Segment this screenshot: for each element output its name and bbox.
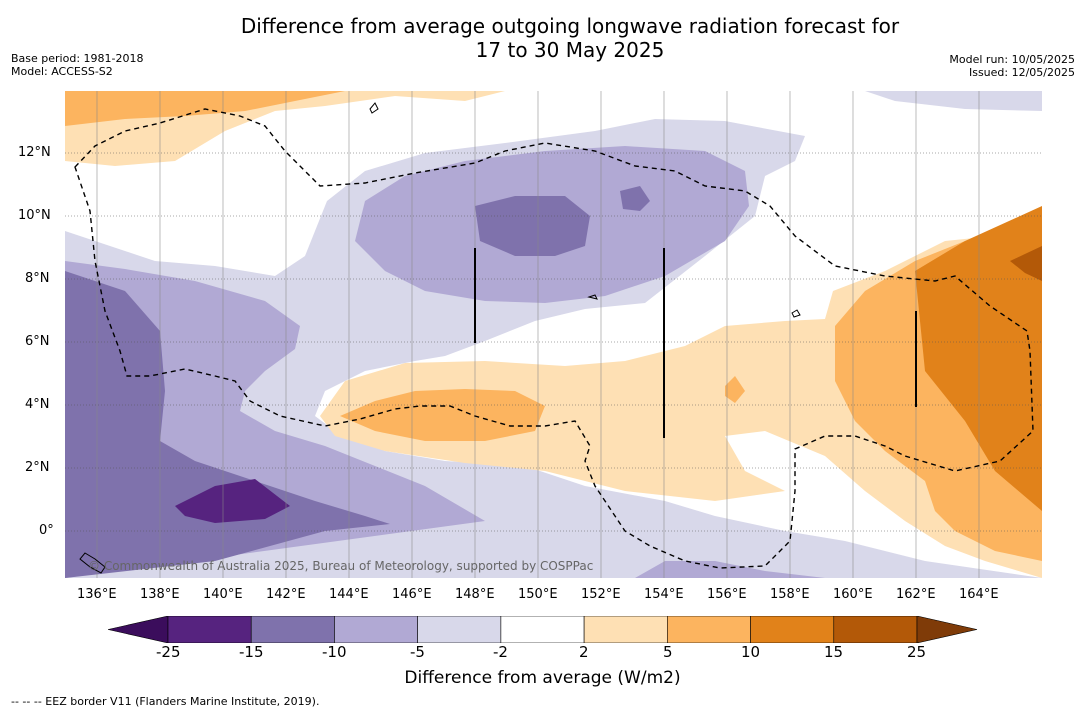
colorbar-tick: -25 [156,643,181,661]
lat-label: 12°N [18,145,51,160]
lat-label: 10°N [18,208,51,223]
contour-pos-5-small [725,376,745,403]
olr-map [65,91,1042,578]
map-title: Difference from average outgoing longwav… [0,14,1085,62]
lon-label: 148°E [455,587,495,602]
lat-label: 6°N [25,334,50,349]
lat-label: 2°N [25,460,50,475]
contour-neg-5-top [865,91,1042,111]
lon-label: 160°E [833,587,873,602]
colorbar-segment [250,616,335,643]
lon-label: 146°E [392,587,432,602]
model-run: Model run: 10/05/2025 [949,53,1075,66]
colorbar-segment [833,616,918,643]
colorbar-segment [583,616,668,643]
contour-pos-15 [1010,246,1042,281]
eez-legend-note: -- -- -- EEZ border V11 (Flanders Marine… [11,695,320,708]
colorbar-tick: -5 [410,643,425,661]
contour-pos-10 [915,206,1042,511]
colorbar-segments [167,616,918,643]
meta-left: Base period: 1981-2018 Model: ACCESS-S2 [11,52,143,78]
colorbar-segment [667,616,751,643]
lon-label: 138°E [140,587,180,602]
colorbar-segment [750,616,835,643]
lon-label: 152°E [581,587,621,602]
colorbar-tick: -10 [322,643,347,661]
colorbar-title: Difference from average (W/m2) [404,668,681,688]
contour-neg-15-center [475,196,590,256]
colorbar-tick: -15 [239,643,264,661]
title-line-1: Difference from average outgoing longwav… [240,14,900,38]
lon-label: 150°E [518,587,558,602]
contour-neg-15-bottom [635,561,825,578]
colorbar [108,616,978,643]
contour-neg-15 [65,271,390,578]
copyright-note: © Commonwealth of Australia 2025, Bureau… [88,559,594,573]
islands [79,102,801,574]
colorbar-tick: 10 [741,643,761,661]
title-line-2: 17 to 30 May 2025 [475,38,665,62]
colorbar-segment [334,616,418,643]
gridlines [65,152,1042,532]
lat-label: 0° [39,523,54,538]
colorbar-segment [500,616,585,643]
lon-label: 140°E [203,587,243,602]
lat-label: 8°N [25,271,50,286]
colorbar-tick: -2 [493,643,508,661]
colorbar-tick: 25 [907,643,927,661]
meta-right: Model run: 10/05/2025 Issued: 12/05/2025 [949,53,1075,79]
model-name: Model: ACCESS-S2 [11,65,113,78]
lat-label: 4°N [25,397,50,412]
colorbar-tick: 15 [824,643,844,661]
colorbar-segment [417,616,502,643]
contour-neg-25 [175,479,290,523]
base-period: Base period: 1981-2018 [11,52,144,65]
contour-neg-15-small [620,186,650,211]
lon-label: 162°E [896,587,936,602]
lon-label: 154°E [644,587,684,602]
contour-pos-5-left [340,389,545,441]
lon-label: 142°E [266,587,306,602]
colorbar-segment [167,616,252,643]
lon-label: 156°E [707,587,747,602]
region-markers [474,248,917,438]
meridians [96,91,980,578]
lon-label: 144°E [329,587,369,602]
lon-label: 164°E [959,587,999,602]
colorbar-tick: 5 [663,643,673,661]
colorbar-tick: 2 [579,643,589,661]
colorbar-over-arrow [916,616,978,643]
colorbar-under-arrow [108,616,169,643]
lon-label: 136°E [77,587,117,602]
issued-date: Issued: 12/05/2025 [968,66,1075,79]
lon-label: 158°E [770,587,810,602]
